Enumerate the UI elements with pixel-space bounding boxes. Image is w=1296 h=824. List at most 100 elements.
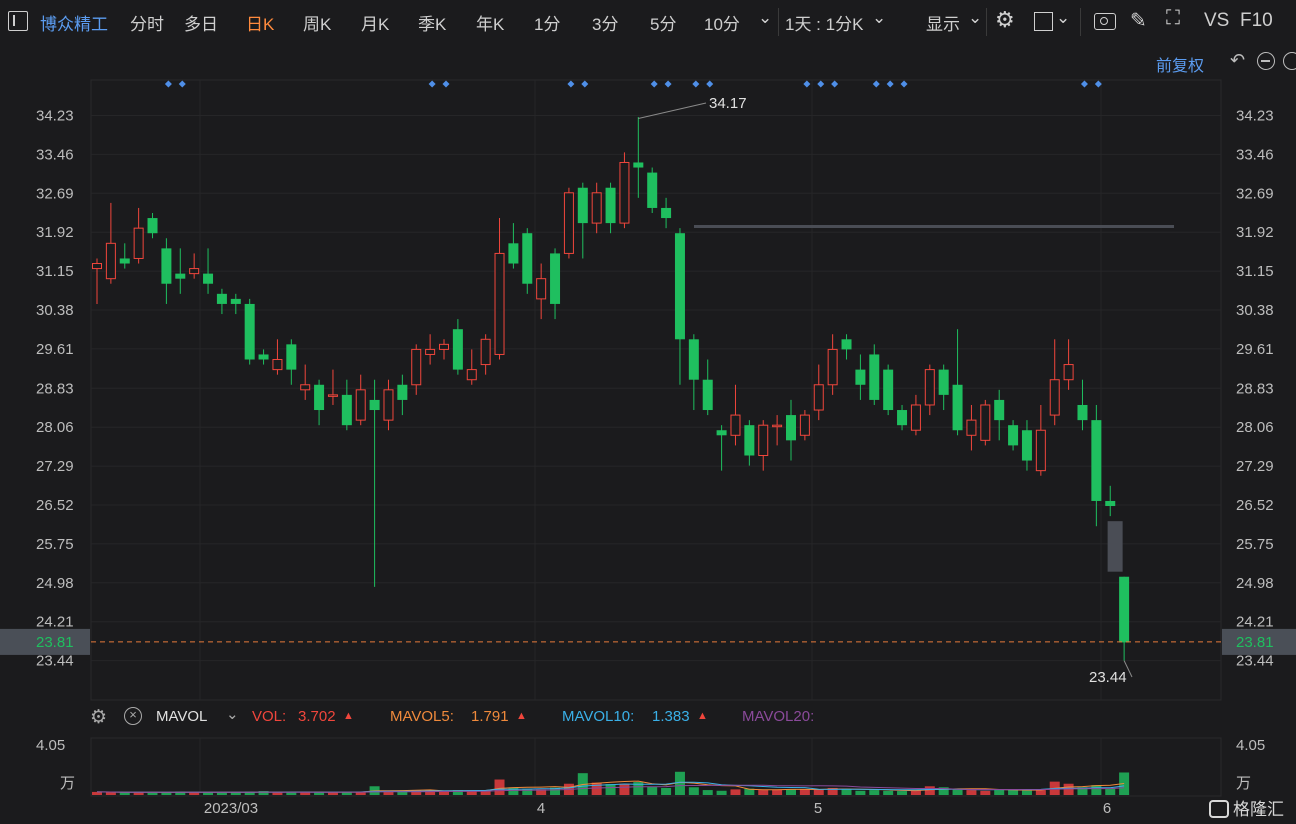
candle-body — [175, 273, 186, 279]
event-marker-icon — [581, 80, 589, 88]
candle-body — [105, 242, 116, 280]
event-marker-icon — [900, 80, 908, 88]
volume-bar — [591, 782, 602, 795]
y-tick-label-right: 28.83 — [1236, 380, 1274, 397]
current-price-badge — [0, 628, 90, 655]
divider — [778, 8, 779, 36]
tab-5min[interactable]: 5分 — [650, 15, 677, 34]
volume-bar — [258, 791, 269, 795]
tab-multi-day[interactable]: 多日 — [184, 15, 218, 34]
box-chevron-icon[interactable]: ⌄ — [1056, 8, 1071, 27]
candle-body — [786, 415, 796, 441]
range-chevron-icon[interactable]: ⌄ — [872, 8, 887, 27]
candle-body — [980, 404, 991, 441]
y-tick-label-left: 28.06 — [36, 419, 74, 436]
y-tick-label-right: 31.15 — [1236, 263, 1274, 280]
indicator-chevron-icon[interactable]: ⌄ — [226, 706, 239, 723]
tab-yearly-k[interactable]: 年K — [476, 15, 505, 34]
candle-body — [300, 384, 311, 391]
camera-icon[interactable] — [1094, 13, 1116, 30]
more-periods-chevron-icon[interactable]: ⌄ — [758, 8, 773, 27]
tab-intraday[interactable]: 分时 — [130, 15, 164, 34]
current-price-label-right: 23.81 — [1236, 634, 1274, 651]
candle-body — [425, 348, 436, 355]
volume-bar — [716, 790, 727, 795]
display-menu[interactable]: 显示 — [926, 15, 960, 34]
volume-bar — [1021, 790, 1032, 795]
volume-bar — [772, 789, 783, 795]
vol-label: VOL: — [252, 708, 287, 725]
volume-bar — [411, 790, 422, 795]
mavol5-value: 1.791 — [471, 708, 509, 725]
candle-body — [147, 218, 158, 234]
candle-body — [605, 187, 616, 224]
volume-bar — [425, 790, 436, 795]
candle-body — [924, 369, 935, 406]
volume-bar — [1077, 787, 1088, 795]
candle-body — [1049, 379, 1060, 416]
fullscreen-icon[interactable]: ⛶ — [1166, 7, 1180, 29]
event-marker-icon — [178, 80, 186, 88]
tab-monthly-k[interactable]: 月K — [361, 15, 390, 34]
y-tick-label-left: 30.38 — [36, 302, 74, 319]
x-tick-label: 4 — [537, 800, 545, 817]
volume-bar — [813, 789, 824, 795]
y-tick-label-right: 34.23 — [1236, 108, 1274, 125]
pencil-draw-icon[interactable]: ✎ — [1130, 10, 1147, 32]
volume-bar — [799, 789, 810, 795]
zoom-in-icon[interactable] — [1283, 52, 1296, 70]
volume-bar — [203, 792, 214, 795]
y-tick-label-left: 31.15 — [36, 263, 74, 280]
indicator-close-icon[interactable]: × — [124, 707, 142, 725]
candle-body — [411, 348, 422, 386]
settings-gear-icon[interactable]: ⚙ — [995, 7, 1015, 32]
candle-body — [674, 233, 685, 340]
indicator-name[interactable]: MAVOL — [156, 708, 208, 725]
volume-bar — [314, 791, 325, 795]
volume-bar — [272, 792, 283, 795]
stock-name[interactable]: 博众精工 — [40, 15, 108, 34]
tab-1min[interactable]: 1分 — [534, 15, 561, 34]
volume-bar — [563, 783, 574, 795]
volume-bar — [841, 789, 852, 795]
y-tick-label-left: 26.52 — [36, 497, 74, 514]
tab-quarterly-k[interactable]: 季K — [418, 15, 447, 34]
candle-body — [272, 359, 283, 371]
candle-body — [244, 303, 255, 360]
candle-body — [827, 348, 838, 386]
event-marker-icon — [567, 80, 575, 88]
volume-bar — [92, 791, 102, 795]
y-tick-label-left: 28.83 — [36, 380, 74, 397]
mavol5-label: MAVOL5: — [390, 708, 454, 725]
indicator-settings-gear-icon[interactable]: ⚙ — [90, 707, 108, 728]
candle-body — [661, 207, 672, 219]
tab-3min[interactable]: 3分 — [592, 15, 619, 34]
volume-bar — [439, 791, 449, 795]
volume-bar — [980, 790, 991, 795]
high-leader-line — [638, 102, 707, 120]
candle-body — [286, 344, 297, 370]
range-select[interactable]: 1天 : 1分K — [785, 15, 864, 34]
volume-bar — [147, 792, 158, 795]
candle-body — [1021, 430, 1032, 461]
zoom-out-icon[interactable] — [1257, 52, 1275, 70]
display-chevron-icon[interactable]: ⌄ — [968, 8, 983, 27]
tab-10min[interactable]: 10分 — [704, 15, 740, 34]
event-marker-icon — [886, 80, 894, 88]
sidebar-toggle-icon[interactable] — [8, 11, 28, 31]
tab-weekly-k[interactable]: 周K — [303, 15, 332, 34]
volume-bar — [133, 792, 144, 795]
candle-body — [577, 187, 588, 224]
tab-daily-k[interactable]: 日K — [246, 15, 275, 34]
candle-body — [1119, 576, 1130, 643]
box-select-icon[interactable] — [1034, 12, 1053, 31]
event-marker-icon — [817, 80, 825, 88]
undo-icon[interactable]: ↶ — [1230, 50, 1246, 70]
vs-compare-button[interactable]: VS — [1204, 10, 1230, 31]
event-marker-icon — [650, 80, 658, 88]
price-adjust-toggle[interactable]: 前复权 — [1156, 58, 1205, 75]
volume-bar — [1063, 783, 1074, 795]
volume-unit-left: 万 — [60, 775, 75, 792]
f10-button[interactable]: F10 — [1240, 10, 1273, 31]
